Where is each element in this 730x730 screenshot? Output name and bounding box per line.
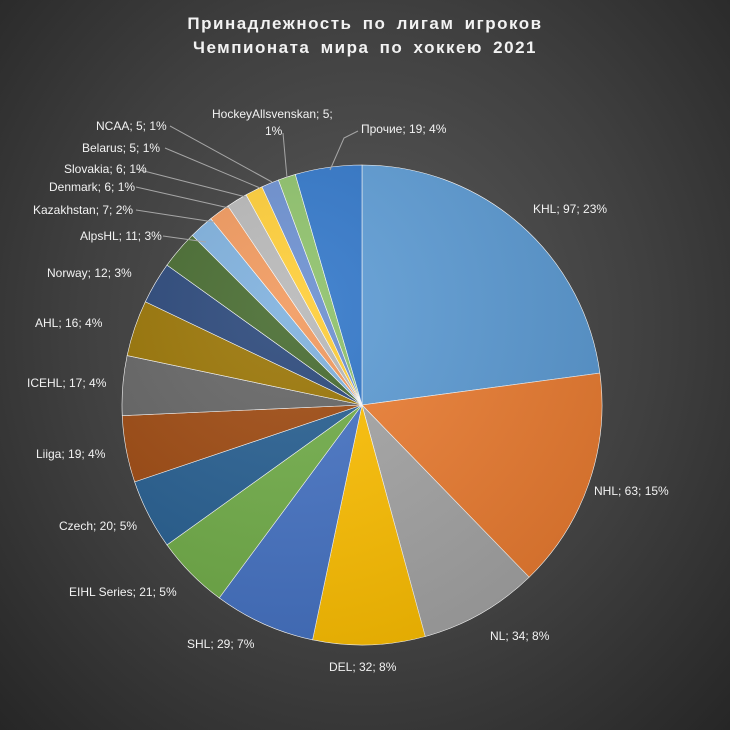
data-label-13: Denmark; 6; 1% bbox=[49, 180, 135, 194]
data-label-6: Czech; 20; 5% bbox=[59, 519, 137, 533]
leader-line-15 bbox=[164, 147, 261, 189]
data-label-16: NCAA; 5; 1% bbox=[96, 119, 167, 133]
data-label-15: Belarus; 5; 1% bbox=[82, 141, 160, 155]
data-label-1: NHL; 63; 15% bbox=[594, 484, 669, 498]
data-label-12: Kazakhstan; 7; 2% bbox=[33, 203, 133, 217]
data-label-18: Прочие; 19; 4% bbox=[361, 122, 447, 136]
data-label-0: KHL; 97; 23% bbox=[533, 202, 607, 216]
data-label-17: HockeyAllsvenskan; 5; 1% bbox=[212, 107, 333, 138]
leader-line-16 bbox=[169, 125, 273, 183]
chart-title: Принадлежность по лигам игроков Чемпиона… bbox=[0, 12, 730, 60]
data-label-8: ICEHL; 17; 4% bbox=[27, 376, 107, 390]
data-label-2: NL; 34; 8% bbox=[490, 629, 550, 643]
chart-title-line-2: Чемпионата мира по хоккею 2021 bbox=[193, 38, 537, 57]
data-label-11: AlpsHL; 11; 3% bbox=[80, 229, 162, 243]
leader-line-17 bbox=[282, 132, 288, 179]
data-label-3: DEL; 32; 8% bbox=[329, 660, 397, 674]
data-label-7: Liiga; 19; 4% bbox=[36, 447, 106, 461]
leader-line-18 bbox=[329, 130, 359, 171]
data-label-9: AHL; 16; 4% bbox=[35, 316, 103, 330]
pie-slice-0 bbox=[361, 164, 601, 406]
leader-line-12 bbox=[135, 209, 215, 223]
leader-line-13 bbox=[135, 186, 230, 209]
data-label-10: Norway; 12; 3% bbox=[47, 266, 132, 280]
leader-line-14 bbox=[135, 168, 247, 198]
data-label-4: SHL; 29; 7% bbox=[187, 637, 255, 651]
leader-line-11 bbox=[162, 235, 207, 243]
chart-title-line-1: Принадлежность по лигам игроков bbox=[187, 14, 543, 33]
data-label-14: Slovakia; 6; 1% bbox=[64, 162, 147, 176]
data-label-5: EIHL Series; 21; 5% bbox=[69, 585, 177, 599]
